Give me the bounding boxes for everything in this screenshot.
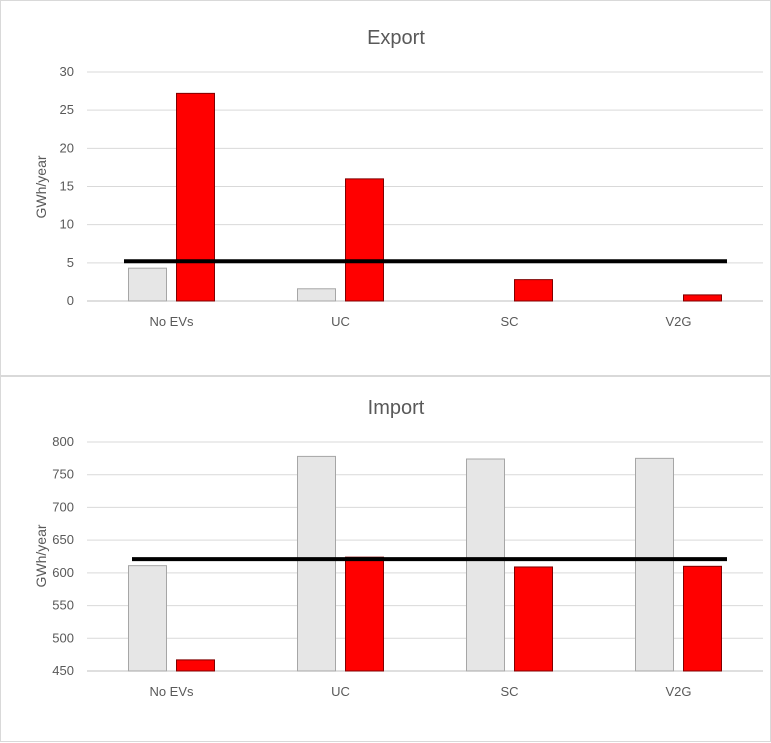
export-y-ticks: 0 5 10 15 20 25 30	[60, 64, 74, 308]
import-x-tick-label: No EVs	[149, 684, 194, 699]
export-y-tick-label: 20	[60, 140, 74, 155]
import-bar-red	[345, 556, 384, 672]
import-bar-gray	[466, 458, 505, 672]
import-chart-title: Import	[368, 397, 425, 419]
import-bar-gray	[635, 457, 674, 672]
export-y-tick-label: 10	[60, 217, 74, 232]
export-x-tick-label: No EVs	[149, 314, 194, 329]
import-y-tick-label: 550	[52, 598, 74, 613]
import-bar-red	[176, 659, 215, 672]
import-x-tick-label: SC	[500, 684, 518, 699]
import-bar-red	[683, 565, 722, 672]
export-bar-gray	[297, 288, 336, 302]
export-x-ticks: No EVs UC SC V2G	[149, 314, 691, 329]
export-bars	[128, 92, 722, 302]
import-y-tick-label: 750	[52, 467, 74, 482]
import-chart-panel: Import GWh/year 450 500 550 600 650 700 750 800…	[0, 376, 771, 742]
export-chart-title: Export	[367, 27, 425, 49]
import-y-tick-label: 650	[52, 532, 74, 547]
export-bar-red	[683, 294, 722, 302]
export-y-tick-label: 0	[67, 293, 74, 308]
import-y-ticks: 450 500 550 600 650 700 750 800	[52, 434, 74, 678]
import-y-tick-label: 450	[52, 663, 74, 678]
import-chart: Import GWh/year 450 500 550 600 650 700 750 800…	[33, 397, 763, 699]
export-y-tick-label: 30	[60, 64, 74, 79]
export-chart: Export GWh/year 0 5 10 15 20 25 30 No EVs UC SC V2…	[33, 27, 763, 329]
import-y-tick-label: 500	[52, 630, 74, 645]
export-x-tick-label: V2G	[665, 314, 691, 329]
import-bar-gray	[297, 455, 336, 672]
export-y-axis-label: GWh/year	[33, 155, 49, 218]
export-y-tick-label: 25	[60, 102, 74, 117]
import-bar-gray	[128, 565, 167, 672]
import-x-ticks: No EVs UC SC V2G	[149, 684, 691, 699]
import-y-tick-label: 700	[52, 499, 74, 514]
export-x-tick-label: UC	[331, 314, 350, 329]
import-x-tick-label: UC	[331, 684, 350, 699]
import-y-tick-label: 800	[52, 434, 74, 449]
export-bar-red	[514, 279, 553, 302]
export-bar-red	[176, 92, 215, 302]
export-chart-panel: Export GWh/year 0 5 10 15 20 25 30 No EVs UC SC V2…	[0, 0, 771, 376]
export-y-tick-label: 15	[60, 179, 74, 194]
import-y-axis-label: GWh/year	[33, 524, 49, 587]
import-x-tick-label: V2G	[665, 684, 691, 699]
export-y-tick-label: 5	[67, 255, 74, 270]
import-bars	[128, 455, 722, 672]
import-y-tick-label: 600	[52, 565, 74, 580]
export-bar-gray	[128, 267, 167, 302]
import-bar-red	[514, 566, 553, 672]
export-bar-red	[345, 178, 384, 302]
export-x-tick-label: SC	[500, 314, 518, 329]
